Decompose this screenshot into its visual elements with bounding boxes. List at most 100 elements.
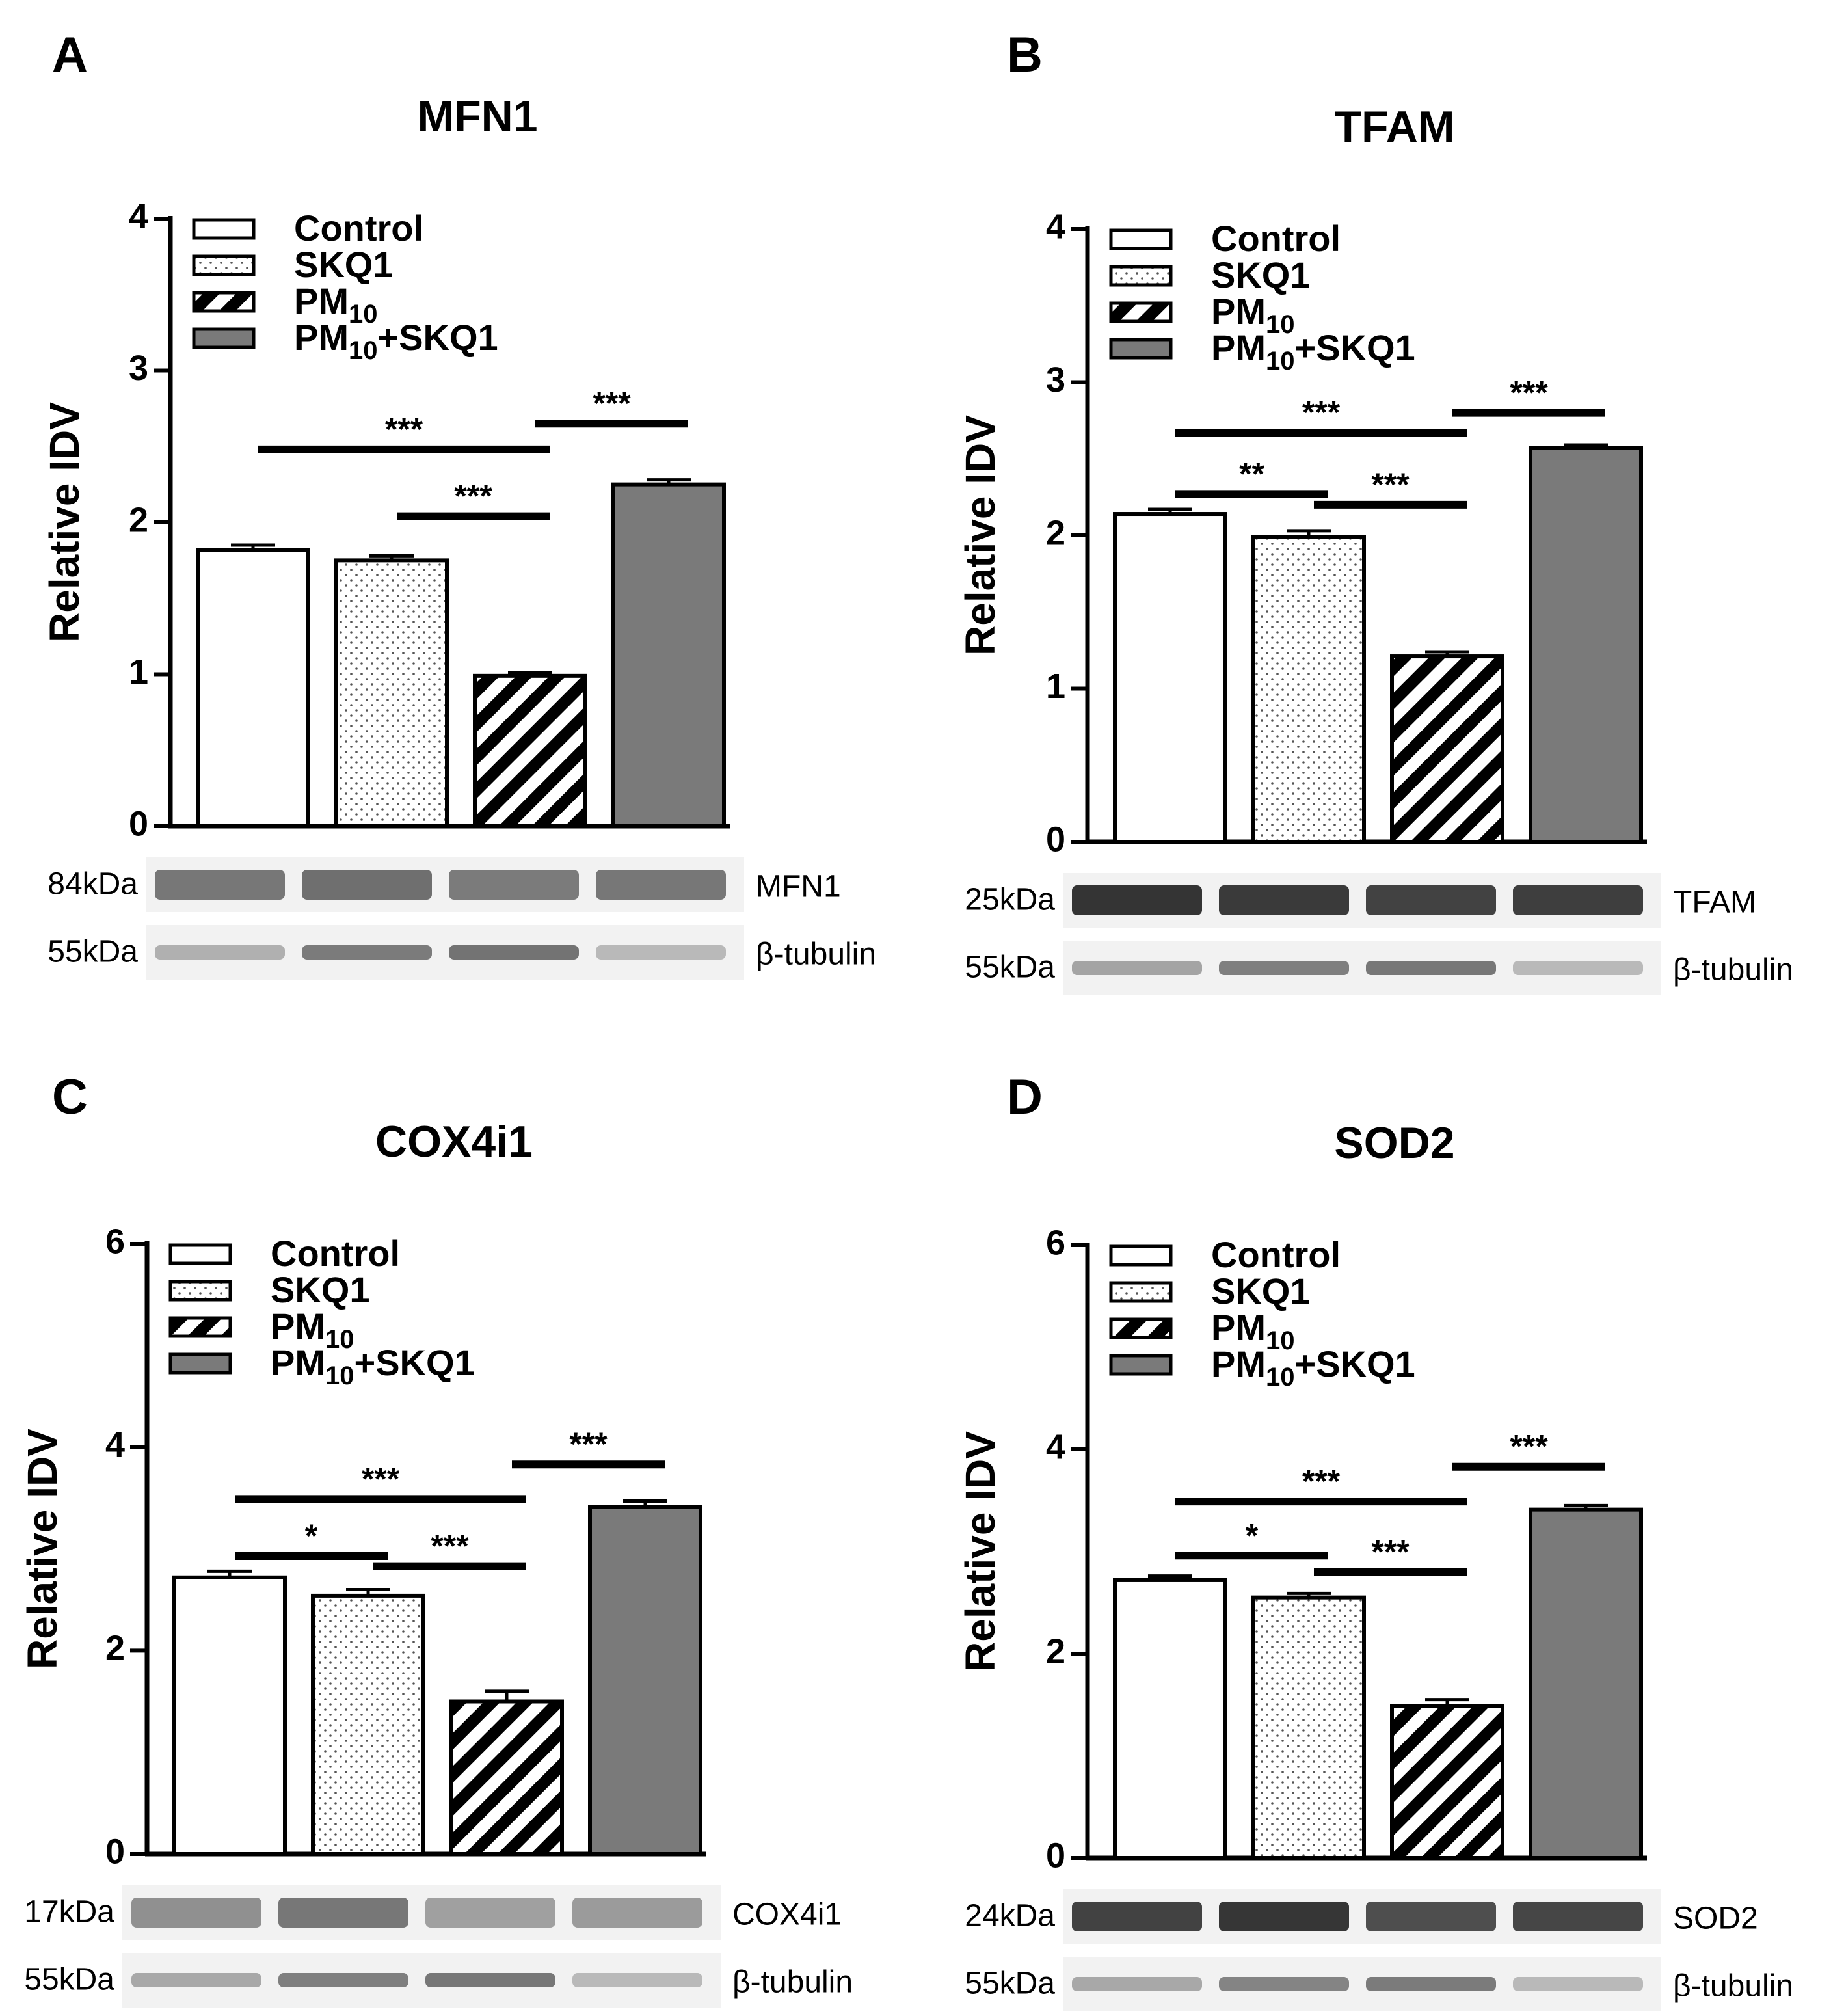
legend-entry: Control bbox=[294, 208, 423, 249]
legend-swatch bbox=[168, 1316, 232, 1338]
legend-entry: SKQ1 bbox=[271, 1269, 370, 1310]
y-tick-label: 6 bbox=[105, 1222, 125, 1261]
panel-a: A MFN1 Relative IDV 0 1 2 3 4 *** *** *** ControlSK… bbox=[41, 27, 876, 980]
chart-title: SOD2 bbox=[1334, 1118, 1454, 1168]
significance-label: *** bbox=[362, 1460, 400, 1497]
significance-label: * bbox=[1246, 1517, 1259, 1553]
y-tick-label: 4 bbox=[1046, 207, 1065, 246]
y-axis-label: Relative IDV bbox=[19, 1429, 66, 1669]
bar-skq1 bbox=[1251, 1595, 1366, 1860]
blot-band bbox=[131, 1898, 261, 1928]
y-axis-label: Relative IDV bbox=[957, 415, 1004, 656]
blot-band bbox=[1513, 1902, 1643, 1931]
blot-band bbox=[278, 1898, 408, 1928]
blot-band bbox=[155, 945, 285, 960]
bar-pm10 bbox=[1390, 654, 1504, 844]
legend-entry: Control bbox=[271, 1233, 400, 1274]
y-tick-label: 4 bbox=[129, 196, 148, 235]
blot-size-label: 17kDa bbox=[24, 1895, 114, 1929]
legend-swatch bbox=[1109, 265, 1173, 287]
significance-label: *** bbox=[569, 1426, 608, 1462]
y-tick-label: 4 bbox=[1046, 1427, 1065, 1466]
blot-band bbox=[1366, 1902, 1496, 1931]
legend-swatch bbox=[168, 1280, 232, 1302]
y-tick-label: 1 bbox=[1046, 667, 1065, 706]
blot-name-label: TFAM bbox=[1673, 885, 1756, 920]
y-tick-label: 4 bbox=[105, 1425, 125, 1464]
significance-label: *** bbox=[1510, 375, 1548, 411]
y-tick-label: 0 bbox=[1046, 1836, 1065, 1875]
blot-band bbox=[302, 870, 432, 900]
bar-control bbox=[1113, 1578, 1227, 1860]
legend-entry: Control bbox=[1211, 1234, 1341, 1275]
legend-swatch bbox=[192, 291, 256, 313]
legend-entry: PM10+SKQ1 bbox=[294, 317, 498, 365]
legend-entry: SKQ1 bbox=[294, 244, 394, 285]
blot-band bbox=[449, 870, 579, 900]
blot-band bbox=[1513, 885, 1643, 915]
blot-name-label: COX4i1 bbox=[732, 1898, 842, 1932]
bar-pm10 bbox=[473, 673, 587, 828]
legend-entry: PM10+SKQ1 bbox=[1211, 1343, 1415, 1391]
blot-band bbox=[596, 945, 726, 960]
y-tick-label: 2 bbox=[129, 500, 148, 539]
bar-skq1 bbox=[334, 558, 449, 828]
bar-control bbox=[1113, 512, 1227, 844]
y-tick-label: 3 bbox=[129, 349, 148, 388]
y-axis-label: Relative IDV bbox=[41, 402, 88, 643]
blot-name-label: β-tubulin bbox=[1673, 1969, 1793, 2004]
legend-entry: PM10 bbox=[1211, 291, 1295, 339]
legend-entry: PM10 bbox=[1211, 1307, 1295, 1355]
bar-control bbox=[172, 1575, 287, 1857]
chart-title: TFAM bbox=[1334, 102, 1454, 152]
significance-label: * bbox=[305, 1518, 318, 1554]
y-tick-label: 2 bbox=[1046, 513, 1065, 552]
blot-band bbox=[1219, 961, 1349, 975]
y-tick-label: 2 bbox=[1046, 1632, 1065, 1671]
significance-label: *** bbox=[454, 478, 492, 515]
blot-band bbox=[596, 870, 726, 900]
y-tick-label: 0 bbox=[1046, 820, 1065, 859]
panel-letter: C bbox=[52, 1069, 88, 1125]
bar-pm10 bbox=[449, 1699, 564, 1856]
bar-skq1 bbox=[1251, 535, 1366, 844]
y-tick-label: 0 bbox=[129, 804, 148, 843]
bar-pm10-skq1 bbox=[588, 1505, 702, 1856]
y-axis-label: Relative IDV bbox=[957, 1431, 1004, 1672]
blot-band bbox=[1072, 1902, 1202, 1931]
blot-band bbox=[425, 1898, 555, 1928]
bar-pm10-skq1 bbox=[1529, 446, 1643, 844]
blot-band bbox=[1513, 961, 1643, 975]
legend-swatch bbox=[1109, 228, 1173, 250]
blot-band bbox=[1366, 961, 1496, 975]
legend-swatch bbox=[168, 1243, 232, 1265]
significance-label: *** bbox=[385, 411, 423, 448]
significance-label: *** bbox=[431, 1528, 469, 1565]
blot-size-label: 55kDa bbox=[965, 1967, 1055, 2001]
legend-swatch bbox=[1109, 301, 1173, 323]
legend-swatch bbox=[192, 254, 256, 276]
blot-size-label: 84kDa bbox=[47, 867, 138, 902]
legend-swatch bbox=[1109, 1281, 1173, 1303]
blot-band bbox=[572, 1898, 702, 1928]
blot-size-label: 55kDa bbox=[965, 950, 1055, 985]
legend-entry: PM10 bbox=[271, 1306, 354, 1354]
blot-band bbox=[425, 1973, 555, 1987]
blot-band bbox=[131, 1973, 261, 1987]
blot-band bbox=[1513, 1977, 1643, 1991]
blot-name-label: β-tubulin bbox=[1673, 953, 1793, 988]
blot-size-label: 25kDa bbox=[965, 883, 1055, 917]
blot-band bbox=[278, 1973, 408, 1987]
blot-band bbox=[1219, 885, 1349, 915]
blot-band bbox=[1219, 1977, 1349, 1991]
significance-label: ** bbox=[1239, 455, 1264, 492]
legend-entry: Control bbox=[1211, 218, 1341, 259]
significance-label: *** bbox=[1371, 1533, 1410, 1570]
blot-name-label: β-tubulin bbox=[732, 1965, 853, 2000]
blot-name-label: MFN1 bbox=[756, 870, 841, 904]
blot-size-label: 24kDa bbox=[965, 1899, 1055, 1933]
blot-band bbox=[1366, 885, 1496, 915]
significance-label: *** bbox=[593, 385, 631, 422]
